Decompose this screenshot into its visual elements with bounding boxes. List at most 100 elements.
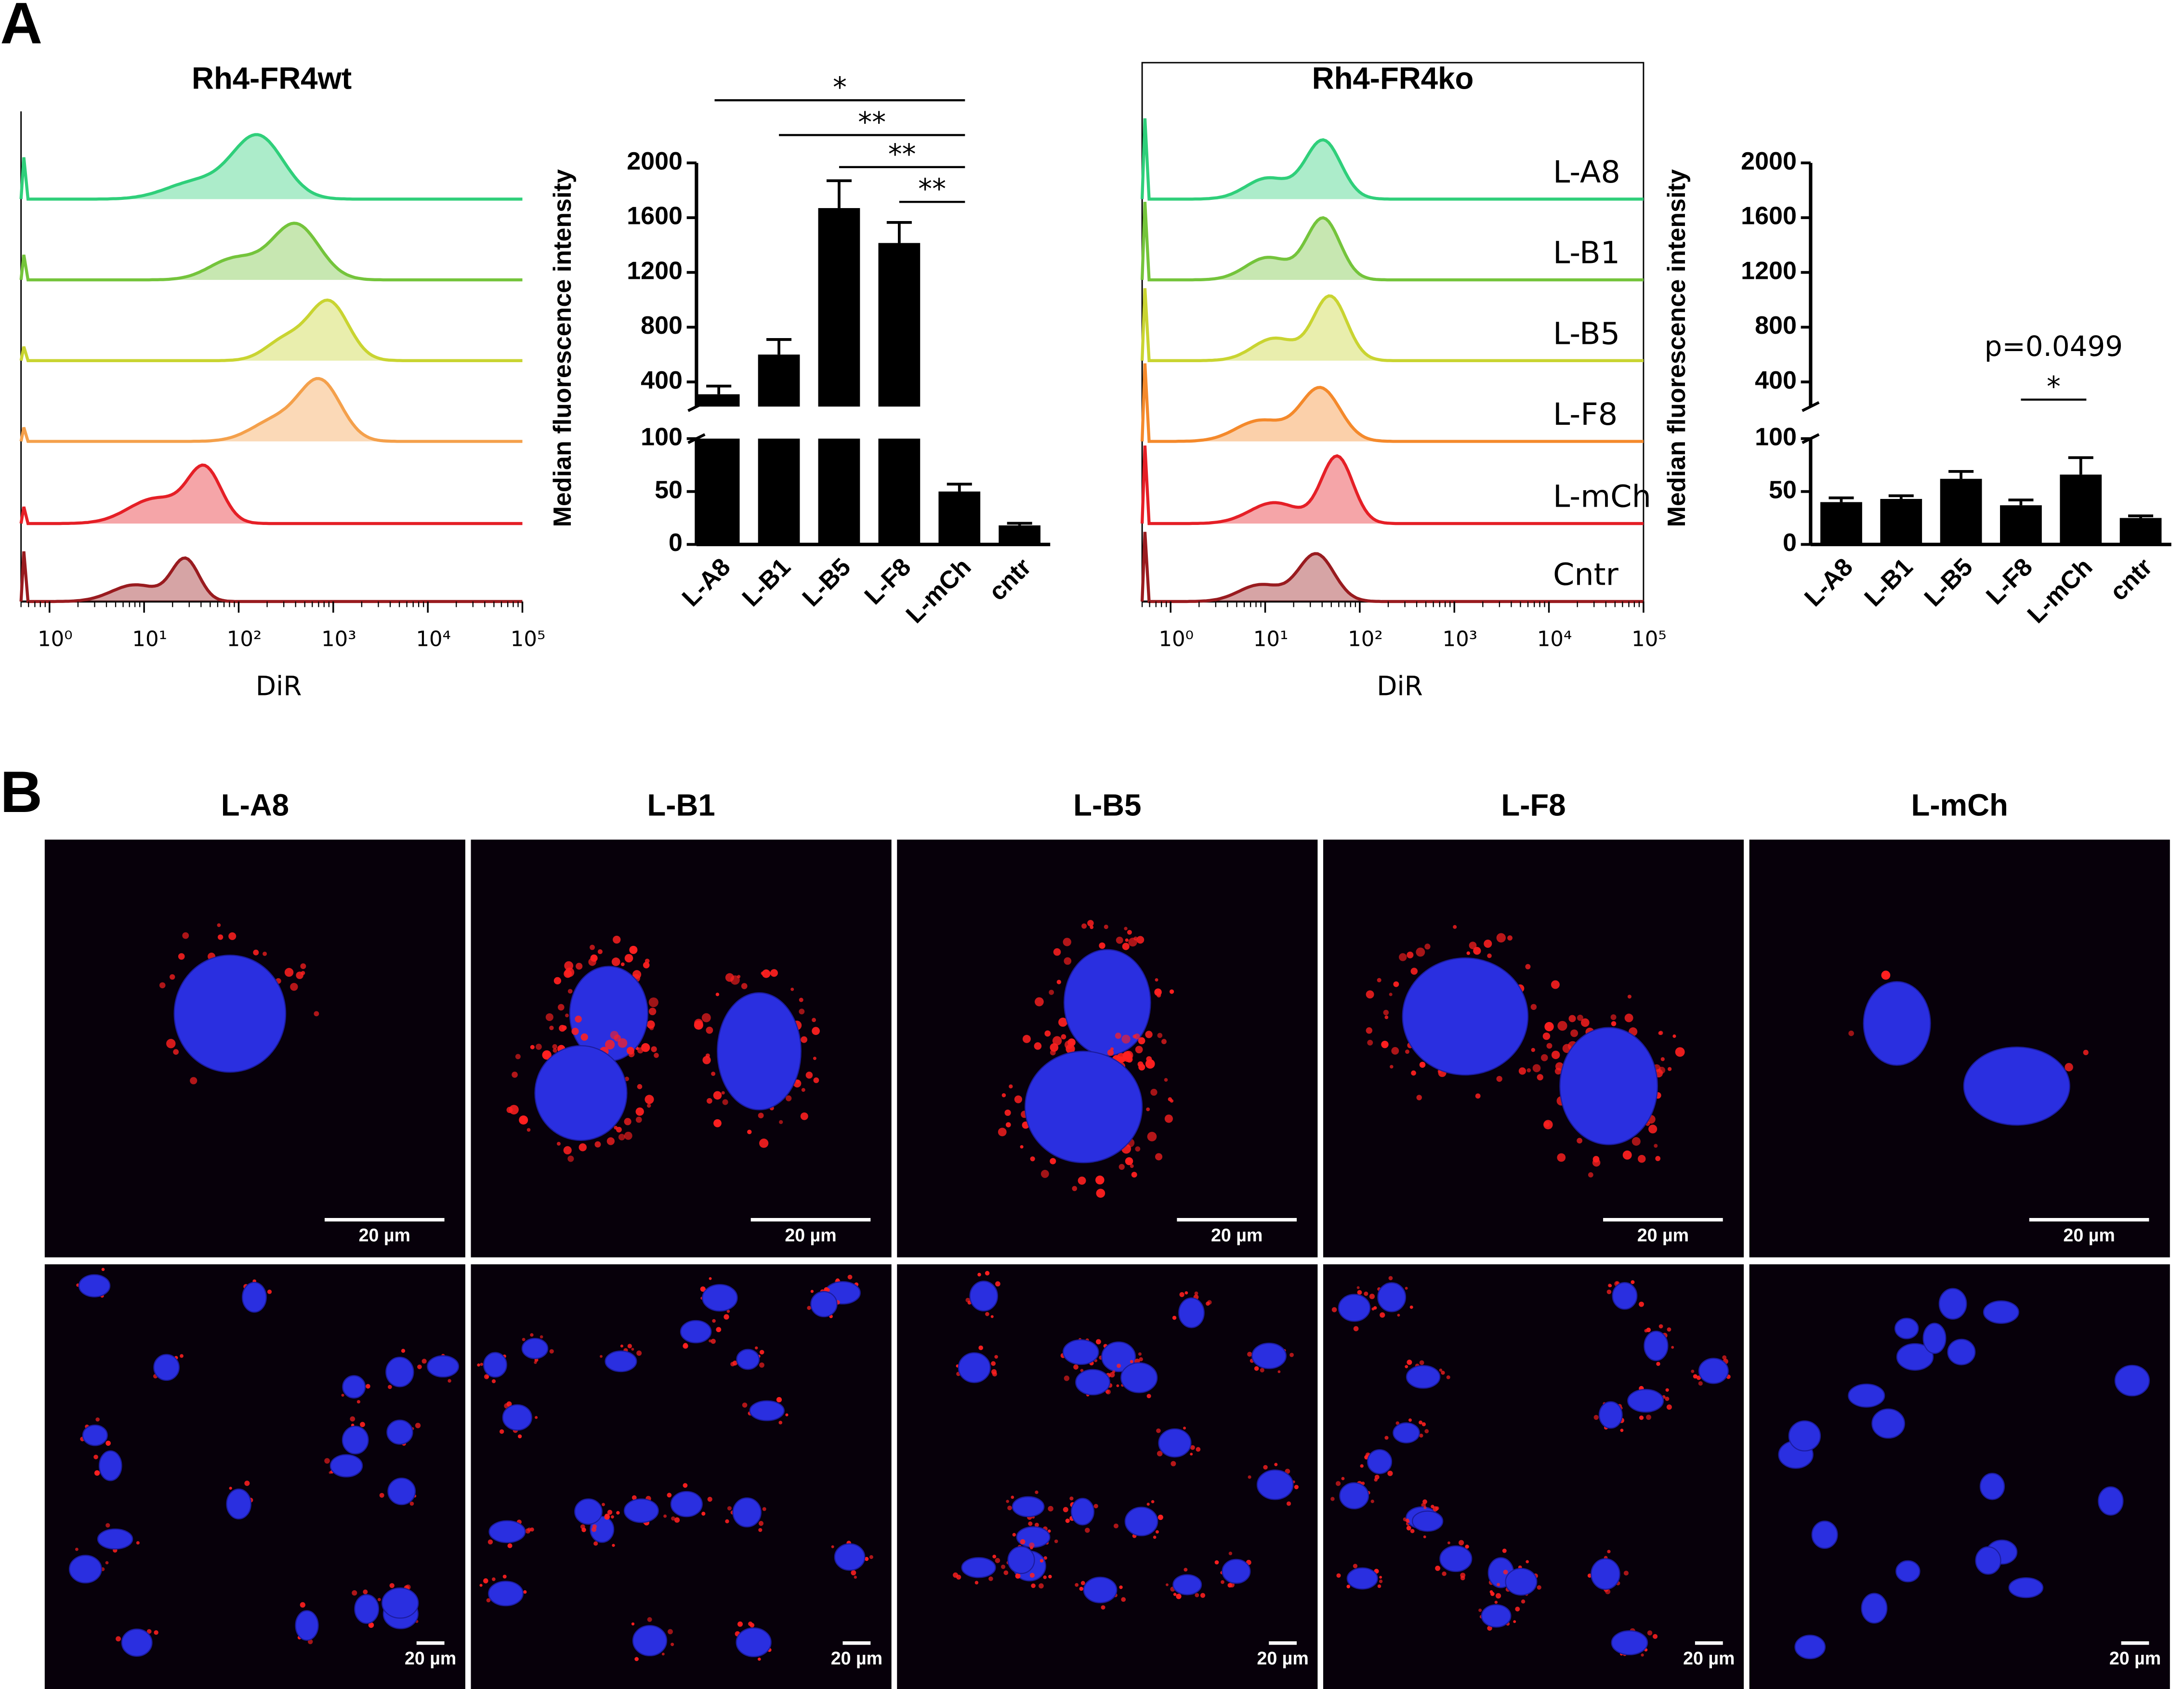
nucleus	[1101, 1341, 1136, 1373]
red-vesicle	[1668, 1067, 1672, 1071]
red-vesicle	[597, 949, 603, 955]
cells	[1848, 970, 2089, 1126]
column-title: L-A8	[221, 788, 289, 823]
red-vesicle	[646, 1103, 651, 1108]
red-vesicle	[1207, 1300, 1212, 1305]
y-tick-label: 100	[641, 423, 683, 451]
bar	[818, 208, 860, 407]
red-vesicle	[1165, 1583, 1169, 1586]
nucleus	[1064, 949, 1151, 1056]
nucleus	[1222, 1558, 1251, 1584]
nucleus	[68, 1555, 102, 1584]
red-vesicle	[701, 1511, 706, 1516]
red-vesicle	[1487, 1625, 1492, 1631]
red-vesicle	[530, 1333, 534, 1337]
red-vesicle	[645, 958, 650, 964]
micrograph	[1749, 839, 2170, 1257]
bar	[938, 491, 981, 545]
red-vesicle	[284, 968, 294, 977]
bar	[2119, 518, 2162, 545]
red-vesicle	[567, 989, 573, 994]
red-vesicle	[1631, 1280, 1635, 1284]
axis-break	[1802, 401, 1820, 412]
panel-label: A	[0, 0, 42, 56]
nucleus	[1339, 1482, 1369, 1509]
red-vesicle	[1570, 1029, 1579, 1037]
red-vesicle	[624, 1131, 632, 1140]
red-vesicle	[1526, 1560, 1529, 1564]
red-vesicle	[1034, 1042, 1042, 1050]
red-vesicle	[1052, 1036, 1062, 1046]
red-vesicle	[1184, 1291, 1188, 1295]
y-axis-label: Median fluorescence intensity	[549, 169, 577, 527]
red-vesicle	[105, 1440, 111, 1446]
red-vesicle	[180, 1354, 184, 1358]
red-vesicle	[480, 1362, 484, 1366]
red-vesicle	[1507, 935, 1513, 941]
red-vesicle	[1196, 1447, 1201, 1452]
red-vesicle	[1405, 1286, 1408, 1290]
red-vesicle	[217, 923, 221, 927]
red-vesicle	[487, 1539, 493, 1545]
red-vesicle	[1405, 1519, 1409, 1522]
y-axis-label: Median fluorescence intensity	[1663, 169, 1691, 527]
red-vesicle	[1526, 1068, 1531, 1073]
nucleus	[1559, 1027, 1658, 1145]
nucleus	[736, 1349, 760, 1370]
red-vesicle	[813, 1077, 819, 1083]
red-vesicle	[1656, 1362, 1660, 1366]
red-vesicle	[1155, 978, 1158, 982]
red-vesicle	[1648, 1125, 1658, 1134]
red-vesicle	[1639, 1301, 1644, 1307]
red-vesicle	[600, 1355, 603, 1358]
red-vesicle	[1665, 1397, 1670, 1401]
nucleus	[1698, 1358, 1729, 1384]
red-vesicle	[324, 1458, 330, 1464]
red-vesicle	[447, 1379, 451, 1383]
red-vesicle	[1122, 943, 1130, 950]
x-tick-label: L-B5	[1919, 553, 1978, 612]
red-vesicle	[352, 1590, 357, 1596]
red-vesicle	[1155, 1153, 1163, 1161]
red-vesicle	[1395, 1421, 1400, 1425]
red-vesicle	[1521, 1599, 1526, 1604]
significance-stars: **	[918, 172, 946, 205]
red-vesicle	[869, 1555, 873, 1559]
red-vesicle	[711, 1072, 716, 1076]
nucleus	[1598, 1401, 1623, 1429]
red-vesicle	[1020, 1145, 1024, 1149]
red-vesicle	[770, 969, 778, 977]
red-vesicle	[1379, 1579, 1383, 1584]
red-vesicle	[1357, 1290, 1362, 1295]
histogram-curve	[19, 377, 523, 443]
nucleus	[1963, 1047, 2070, 1126]
red-vesicle	[1289, 1352, 1294, 1357]
y-tick-label: 50	[1769, 476, 1797, 504]
nucleus	[1172, 1574, 1202, 1596]
red-vesicle	[1353, 1326, 1359, 1332]
red-vesicle	[1580, 1018, 1590, 1027]
x-tick-label: 10⁰	[1158, 627, 1194, 651]
red-vesicle	[758, 1528, 763, 1532]
red-vesicle	[716, 1327, 722, 1333]
scale-bar-label: 20 µm	[831, 1648, 882, 1668]
red-vesicle	[755, 1346, 758, 1350]
cells	[159, 923, 319, 1085]
red-vesicle	[477, 1363, 480, 1367]
nucleus	[2008, 1577, 2044, 1598]
red-vesicle	[713, 1119, 722, 1127]
red-vesicle	[1080, 1369, 1084, 1373]
red-vesicle	[1105, 1389, 1109, 1394]
red-vesicle	[654, 1053, 659, 1058]
red-vesicle	[1054, 1539, 1058, 1544]
histogram-curve	[1140, 288, 1644, 362]
red-vesicle	[314, 1011, 319, 1017]
red-vesicle	[649, 1025, 654, 1031]
nucleus	[1411, 1510, 1444, 1532]
red-vesicle	[1540, 1054, 1548, 1061]
red-vesicle	[1031, 1583, 1036, 1588]
red-vesicle	[575, 1015, 582, 1023]
red-vesicle	[146, 1629, 152, 1634]
y-tick-label: 0	[669, 529, 683, 557]
red-vesicle	[1532, 1064, 1541, 1073]
